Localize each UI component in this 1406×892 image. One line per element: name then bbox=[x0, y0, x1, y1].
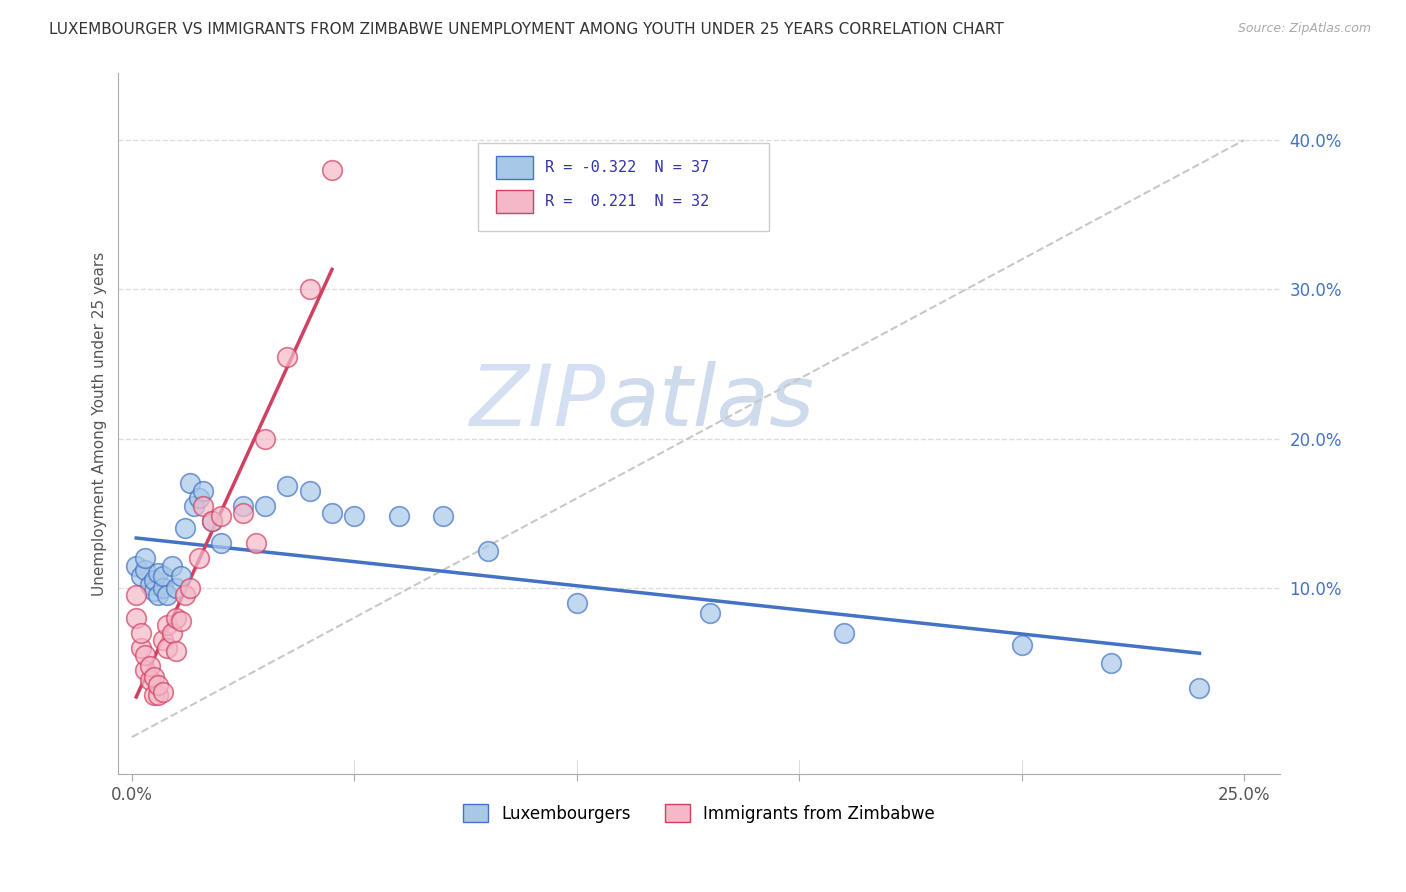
Point bbox=[152, 581, 174, 595]
Point bbox=[156, 640, 179, 655]
Point bbox=[138, 673, 160, 688]
Point bbox=[699, 607, 721, 621]
FancyBboxPatch shape bbox=[496, 190, 533, 212]
Point bbox=[179, 476, 201, 491]
Y-axis label: Unemployment Among Youth under 25 years: Unemployment Among Youth under 25 years bbox=[93, 252, 107, 596]
Text: LUXEMBOURGER VS IMMIGRANTS FROM ZIMBABWE UNEMPLOYMENT AMONG YOUTH UNDER 25 YEARS: LUXEMBOURGER VS IMMIGRANTS FROM ZIMBABWE… bbox=[49, 22, 1004, 37]
Point bbox=[187, 551, 209, 566]
Text: R =  0.221  N = 32: R = 0.221 N = 32 bbox=[544, 194, 709, 209]
Point bbox=[129, 569, 152, 583]
Point bbox=[321, 163, 343, 178]
Point bbox=[152, 685, 174, 699]
Point bbox=[143, 574, 166, 588]
Point bbox=[152, 569, 174, 583]
Point bbox=[187, 491, 209, 506]
Point bbox=[148, 678, 170, 692]
Point bbox=[254, 432, 277, 446]
Point bbox=[191, 483, 214, 498]
Point bbox=[170, 614, 193, 628]
Text: ZIP: ZIP bbox=[470, 361, 606, 444]
Point bbox=[232, 506, 254, 520]
Point bbox=[432, 509, 454, 524]
Point bbox=[134, 663, 156, 677]
Point bbox=[129, 625, 152, 640]
Point bbox=[321, 506, 343, 520]
Point bbox=[152, 633, 174, 648]
Point bbox=[125, 558, 148, 573]
Legend: Luxembourgers, Immigrants from Zimbabwe: Luxembourgers, Immigrants from Zimbabwe bbox=[457, 797, 941, 830]
Point bbox=[165, 643, 187, 657]
Point bbox=[143, 583, 166, 598]
Point bbox=[160, 625, 183, 640]
Point bbox=[165, 611, 187, 625]
Point bbox=[125, 611, 148, 625]
Point bbox=[134, 551, 156, 566]
FancyBboxPatch shape bbox=[496, 156, 533, 179]
Point bbox=[160, 558, 183, 573]
Point bbox=[148, 566, 170, 580]
Point bbox=[276, 479, 298, 493]
Point bbox=[343, 509, 366, 524]
Point bbox=[183, 499, 205, 513]
Point bbox=[1188, 681, 1211, 695]
Point bbox=[134, 563, 156, 577]
Point bbox=[245, 536, 267, 550]
Text: atlas: atlas bbox=[606, 361, 814, 444]
Point bbox=[156, 588, 179, 602]
Point bbox=[254, 499, 277, 513]
Point bbox=[565, 596, 588, 610]
Point bbox=[174, 588, 197, 602]
Point bbox=[209, 536, 232, 550]
Point bbox=[134, 648, 156, 662]
Point bbox=[832, 625, 855, 640]
Point bbox=[1099, 656, 1122, 670]
Point bbox=[298, 483, 321, 498]
Point bbox=[165, 581, 187, 595]
Point bbox=[129, 640, 152, 655]
Point bbox=[232, 499, 254, 513]
Point bbox=[143, 689, 166, 703]
Point bbox=[174, 521, 197, 535]
Point bbox=[201, 514, 224, 528]
Point bbox=[156, 618, 179, 632]
Text: Source: ZipAtlas.com: Source: ZipAtlas.com bbox=[1237, 22, 1371, 36]
FancyBboxPatch shape bbox=[478, 143, 769, 231]
Point bbox=[148, 588, 170, 602]
Point bbox=[298, 282, 321, 296]
Point bbox=[1011, 638, 1033, 652]
Point bbox=[148, 689, 170, 703]
Point bbox=[179, 581, 201, 595]
Point bbox=[276, 350, 298, 364]
Text: R = -0.322  N = 37: R = -0.322 N = 37 bbox=[544, 161, 709, 175]
Point bbox=[125, 588, 148, 602]
Point bbox=[477, 543, 499, 558]
Point bbox=[209, 509, 232, 524]
Point bbox=[143, 670, 166, 684]
Point bbox=[201, 514, 224, 528]
Point bbox=[388, 509, 411, 524]
Point bbox=[170, 569, 193, 583]
Point bbox=[138, 578, 160, 592]
Point bbox=[191, 499, 214, 513]
Point bbox=[138, 658, 160, 673]
